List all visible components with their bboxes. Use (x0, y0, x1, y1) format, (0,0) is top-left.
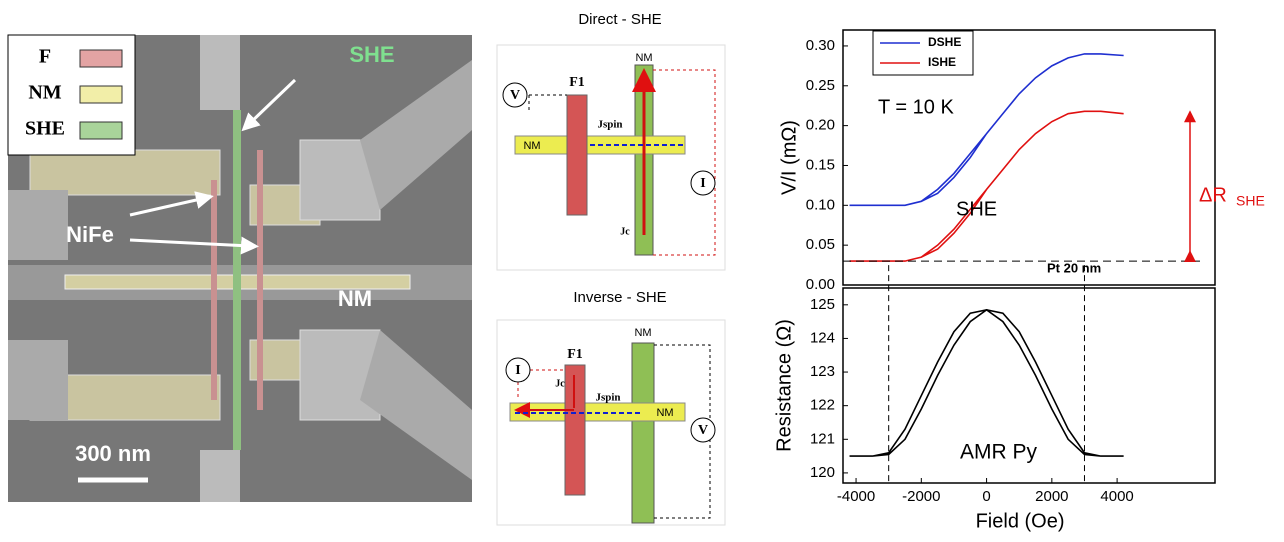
lead (360, 60, 472, 210)
y-tick-label: 0.00 (806, 276, 835, 293)
she-wire (233, 110, 241, 450)
v-meter (502, 82, 528, 108)
she-label: SHE (349, 42, 394, 67)
x-tick-label: -4000 (837, 488, 875, 505)
y-axis-title: V/I (mΩ) (778, 120, 800, 195)
sem-image: SHE NiFe NM 300 nm (7, 34, 472, 502)
y-tick-label: 125 (810, 296, 835, 313)
x-tick-label: 4000 (1100, 488, 1133, 505)
diagrams: Direct - SHE V F1 NM Jspin NM I Jc Inver… (496, 11, 726, 526)
legend-swatch (79, 49, 123, 68)
sem-legend-items: F NM SHE (25, 46, 123, 140)
y-tick-label: 123 (810, 363, 835, 380)
diagram-label: I (515, 363, 520, 378)
plot-frame (842, 29, 1216, 286)
diagram-label: V (510, 88, 520, 103)
diagram-label: Jspin (597, 119, 622, 131)
nm-bar (631, 342, 655, 524)
diagram-label: NM (523, 140, 540, 152)
diagram-label: Jspin (595, 392, 620, 404)
y-tick-label: 121 (810, 430, 835, 447)
x-tick-label: 2000 (1035, 488, 1068, 505)
annotation: Pt 20 nm (1047, 260, 1101, 275)
y-tick-label: 0.05 (806, 236, 835, 253)
diagram-frame (496, 44, 726, 271)
x-axis-title: Field (Oe) (976, 510, 1065, 532)
diagram-label: NM (634, 327, 651, 339)
diagram-title: Inverse - SHE (573, 289, 666, 306)
f-bar (564, 364, 586, 496)
pad (8, 190, 68, 260)
pad (200, 35, 240, 110)
y-tick-label: 122 (810, 397, 835, 414)
y-tick-label: 120 (810, 464, 835, 481)
y-tick-label: 0.25 (806, 77, 835, 94)
annotation: T = 10 K (878, 96, 954, 118)
ferromagnet (257, 150, 263, 410)
legend-label: NM (28, 82, 61, 104)
charts: 0.00 0.05 0.10 0.15 0.20 0.25 0.30 V/I (mΩ) 120 1… (773, 29, 1265, 532)
nm-pad (29, 149, 221, 196)
x-tick-label: 0 (982, 488, 990, 505)
diagram-frame (496, 319, 726, 526)
ferromagnet (211, 180, 217, 400)
annotation: AMR Py (960, 441, 1038, 464)
legend (872, 30, 974, 76)
arrow (129, 191, 214, 217)
series-line (849, 53, 1124, 207)
legend-label: F (39, 46, 51, 68)
y-axis-title: Resistance (Ω) (773, 319, 795, 452)
pad (8, 340, 68, 420)
arrow (129, 236, 259, 255)
y-tick-label: 0.15 (806, 156, 835, 173)
legend-swatch (79, 121, 123, 140)
annotation: ΔR (1199, 184, 1227, 206)
v-meter (690, 417, 716, 443)
pad (200, 450, 240, 502)
i-source (690, 170, 716, 196)
f-bar (566, 94, 588, 216)
diagram-label: NM (656, 407, 673, 419)
diagram-label: V (698, 423, 708, 438)
legend-label: DSHE (928, 35, 961, 49)
diagram-label: I (700, 176, 705, 191)
series-line (849, 110, 1124, 262)
legend-label: ISHE (928, 55, 956, 69)
diagram-label: F1 (569, 75, 585, 90)
annotation: SHE (956, 198, 997, 220)
diagram-label: Jc (620, 226, 630, 237)
annotation: SHE (1236, 193, 1265, 209)
diagram-label: NM (635, 52, 652, 64)
scale-label: 300 nm (75, 441, 151, 466)
y-tick-label: 0.10 (806, 196, 835, 213)
i-source (505, 357, 531, 383)
y-tick-label: 0.20 (806, 117, 835, 134)
wire (517, 369, 565, 400)
diagram-label: Jc (555, 378, 565, 389)
legend-label: SHE (25, 118, 65, 140)
wire (528, 94, 567, 110)
y-tick-label: 124 (810, 329, 835, 346)
arrow (241, 78, 297, 132)
diagram-label: F1 (567, 347, 583, 362)
pad (299, 329, 381, 421)
legend-swatch (79, 85, 123, 104)
x-tick-label: -2000 (902, 488, 940, 505)
plot-frame (842, 287, 1216, 484)
wire (653, 69, 716, 256)
diagram-title: Direct - SHE (578, 11, 661, 28)
nife-label: NiFe (66, 222, 114, 247)
series-line (849, 308, 1124, 457)
lead (360, 330, 472, 480)
y-tick-label: 0.30 (806, 37, 835, 54)
nm-label: NM (338, 286, 372, 311)
